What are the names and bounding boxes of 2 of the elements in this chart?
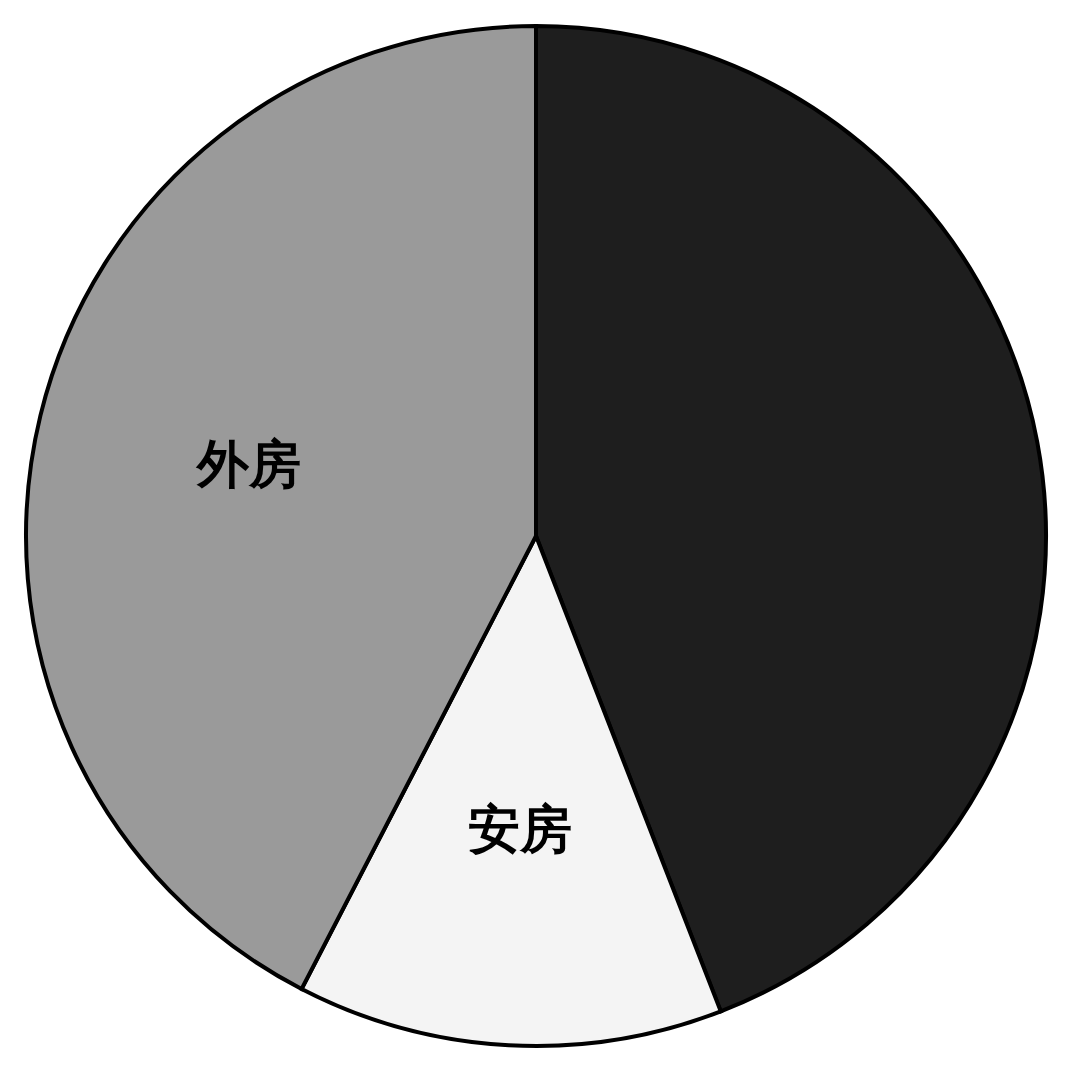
slice-label: 安房: [468, 799, 573, 860]
slice-label: 外房: [194, 434, 301, 495]
